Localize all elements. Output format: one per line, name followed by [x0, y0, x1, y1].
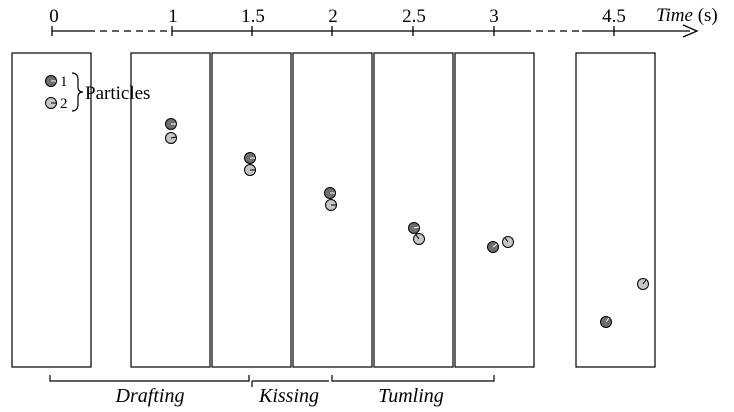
frame-t2-5 [373, 52, 454, 368]
time-axis [51, 24, 699, 38]
particle-orientation-mark [492, 243, 498, 248]
axis-title-time: Time [656, 5, 693, 26]
frame-t1 [130, 52, 211, 368]
axis-title-unit: (s) [698, 5, 718, 26]
frame-t4-5 [575, 52, 656, 368]
frame-t2 [292, 52, 373, 368]
phase-brackets [49, 375, 495, 387]
legend-particle-2-label: 2 [60, 96, 68, 112]
legend-brace [71, 72, 84, 112]
legend: 1 2 Particles [45, 72, 150, 112]
tick-label: 3 [489, 6, 499, 27]
particle-orientation-mark [170, 136, 177, 139]
tick-label: 0 [49, 6, 59, 27]
phase-label-drafting: Drafting [115, 385, 185, 407]
particle-orientation-mark [413, 226, 420, 229]
tick-label: 2 [328, 6, 338, 27]
tick-label: 1 [168, 6, 178, 27]
bracket-drafting [49, 375, 250, 382]
particle-orientation-mark [415, 234, 420, 240]
particle-orientation-mark [605, 317, 610, 323]
legend-particle-1-label: 1 [60, 74, 68, 90]
tick-label: 4.5 [602, 6, 626, 27]
particle-orientation-mark [504, 237, 509, 243]
tick-label: 2.5 [402, 6, 426, 27]
frame-t3 [454, 52, 535, 368]
particles [165, 118, 649, 328]
frame-t0 [11, 52, 92, 368]
axis-arrowhead [682, 24, 699, 38]
legend-title: Particles [85, 83, 150, 104]
phase-label-kissing: Kissing [258, 385, 319, 407]
tick-label: 1.5 [241, 6, 265, 27]
axis-title: Time (s) [656, 5, 718, 26]
particle-orientation-mark [642, 279, 647, 285]
frame-t1-5 [211, 52, 292, 368]
bracket-tumbling [331, 375, 495, 382]
phase-label-tumbling: Tumling [378, 385, 444, 407]
snapshot-frames [11, 52, 656, 368]
